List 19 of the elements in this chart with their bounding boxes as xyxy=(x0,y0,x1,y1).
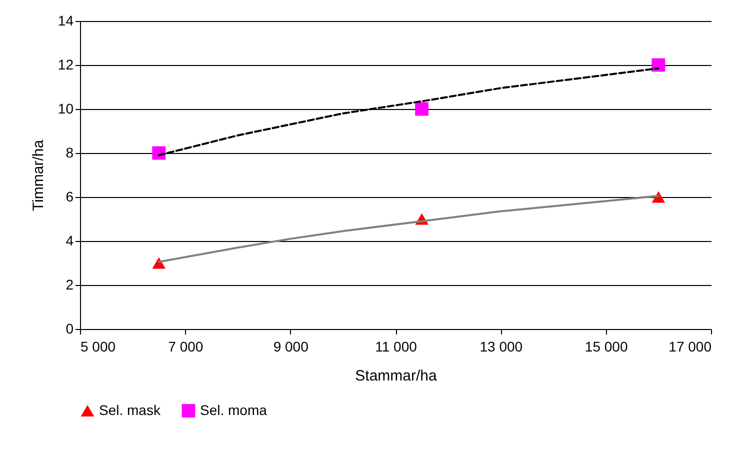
y-tick-label: 0 xyxy=(66,320,74,336)
y-axis-title: Timmar/ha xyxy=(30,139,47,212)
y-tick-label: 6 xyxy=(66,188,74,204)
y-tick-label: 14 xyxy=(58,12,74,28)
y-tick-label: 10 xyxy=(58,100,74,116)
x-tick-label: 11 000 xyxy=(375,338,418,354)
x-tick-label: 5 000 xyxy=(80,338,116,354)
x-tick-label: 13 000 xyxy=(480,338,523,354)
legend-label: Sel. moma xyxy=(200,402,268,418)
y-tick-label: 8 xyxy=(66,144,74,160)
y-tick-label: 2 xyxy=(66,276,74,292)
x-axis-title: Stammar/ha xyxy=(355,368,438,384)
x-tick-label: 15 000 xyxy=(584,338,628,354)
x-tick-label: 7 000 xyxy=(168,338,204,354)
y-tick-label: 4 xyxy=(66,232,74,248)
legend-label: Sel. mask xyxy=(99,402,162,418)
x-tick-label: 9 000 xyxy=(273,338,309,354)
x-tick-label: 17 000 xyxy=(668,338,712,354)
y-tick-label: 12 xyxy=(58,56,74,72)
